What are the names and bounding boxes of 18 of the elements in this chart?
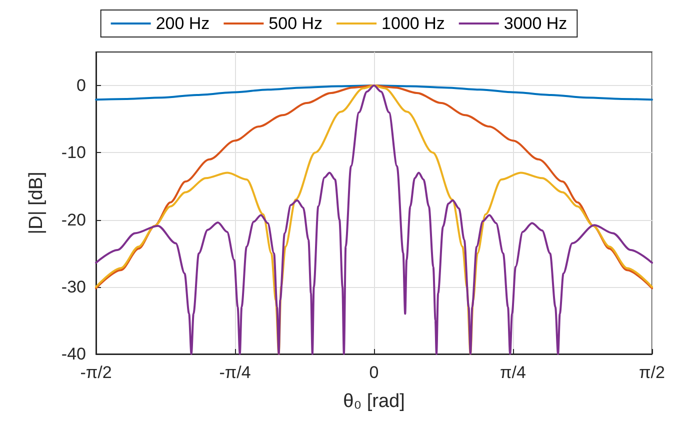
legend-label: 1000 Hz (382, 14, 445, 33)
line-series (95, 84, 653, 101)
x-tick-label: π/4 (500, 363, 526, 382)
x-axis-title: θ₀ [rad] (343, 391, 405, 412)
x-tick-label: π/2 (639, 363, 665, 382)
y-tick-label: -40 (61, 344, 86, 364)
legend-label: 200 Hz (156, 14, 210, 33)
y-axis-title: |D| [dB] (26, 172, 47, 234)
y-tick-label: -10 (61, 143, 86, 162)
legend-label: 500 Hz (268, 14, 323, 33)
x-tick-label: -π/4 (219, 363, 251, 382)
y-tick-label: -30 (61, 277, 86, 296)
y-tick-label: -20 (61, 210, 86, 230)
x-tick-label: -π/2 (80, 363, 112, 382)
legend-label: 3000 Hz (504, 14, 568, 33)
x-tick-label: 0 (369, 363, 379, 382)
line-series (95, 84, 653, 290)
y-tick-label: 0 (76, 76, 86, 96)
